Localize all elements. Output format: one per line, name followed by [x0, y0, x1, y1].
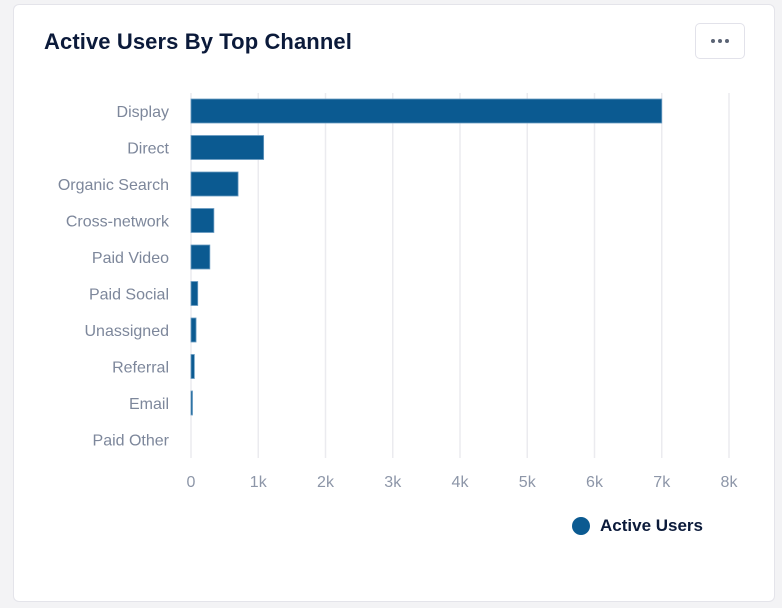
category-label: Email [129, 396, 169, 413]
bar[interactable] [190, 98, 663, 124]
card-title: Active Users By Top Channel [44, 29, 352, 54]
category-label: Referral [112, 360, 169, 377]
x-tick-label: 5k [519, 474, 537, 491]
category-label: Organic Search [58, 177, 169, 194]
category-label: Paid Social [89, 287, 169, 304]
x-axis-ticks: 0 1k 2k 3k 4k 5k 6k 7k 8k [187, 474, 739, 491]
x-tick-label: 6k [586, 474, 604, 491]
legend-label: Active Users [600, 516, 704, 535]
category-labels: Display Direct Organic Search Cross-network… [58, 104, 170, 450]
category-label: Cross-network [66, 214, 170, 231]
x-tick-label: 2k [317, 474, 335, 491]
bar[interactable] [190, 281, 199, 306]
bar[interactable] [190, 171, 239, 197]
bar[interactable] [190, 390, 193, 416]
category-label: Unassigned [85, 323, 170, 340]
bar[interactable] [190, 317, 197, 343]
x-tick-label: 4k [452, 474, 470, 491]
category-label: Direct [127, 141, 169, 158]
more-options-button[interactable] [695, 23, 745, 59]
x-tick-label: 0 [187, 474, 196, 491]
more-horizontal-icon-dot [718, 39, 722, 43]
category-label: Paid Video [92, 250, 169, 267]
bar[interactable] [190, 354, 195, 379]
x-tick-label: 7k [653, 474, 671, 491]
bar[interactable] [190, 135, 265, 160]
x-tick-label: 1k [250, 474, 268, 491]
x-tick-label: 3k [384, 474, 402, 491]
bars [190, 98, 663, 416]
category-label: Display [117, 104, 169, 121]
bar[interactable] [190, 244, 211, 270]
category-label: Paid Other [93, 433, 170, 450]
legend[interactable]: Active Users [572, 516, 703, 536]
bar[interactable] [190, 208, 215, 233]
legend-swatch [572, 517, 590, 535]
more-horizontal-icon-dot [725, 39, 729, 43]
more-horizontal-icon [711, 39, 715, 43]
gridlines [190, 93, 730, 458]
x-tick-label: 8k [721, 474, 739, 491]
